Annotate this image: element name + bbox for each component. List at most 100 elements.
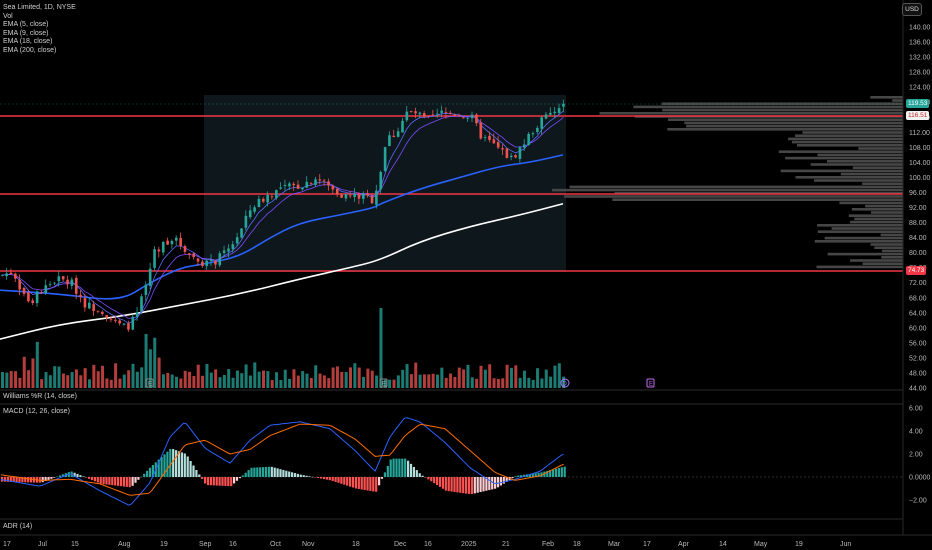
- candle-body: [279, 187, 282, 189]
- candle-body: [227, 248, 230, 252]
- macd-bar: [221, 477, 224, 486]
- candle-body: [44, 285, 48, 293]
- volume-bar: [262, 370, 265, 388]
- candle-body: [370, 195, 374, 204]
- earnings-marker-2[interactable]: E: [379, 378, 388, 388]
- candle-body: [231, 244, 235, 250]
- macd-tick: 6.00: [909, 406, 923, 413]
- macd-bar: [293, 473, 297, 477]
- symbol-title[interactable]: Sea Limited, 1D, NYSE: [3, 4, 76, 11]
- volume-profile-row: [686, 124, 903, 128]
- volume-bar: [449, 373, 453, 388]
- macd-bar: [305, 475, 308, 477]
- volume-bar: [322, 375, 326, 388]
- williams-pane-title[interactable]: Williams %R (14, close): [3, 393, 77, 400]
- volume-bar: [505, 364, 509, 388]
- price-tick: 140.00: [909, 25, 931, 32]
- candle-body: [479, 122, 483, 139]
- macd-bar: [137, 477, 140, 480]
- candle-body: [462, 117, 465, 119]
- price-tick: 80.00: [909, 250, 927, 257]
- volume-bar: [453, 376, 457, 388]
- selection-box: [204, 95, 566, 272]
- macd-bar: [3, 477, 7, 482]
- macd-bar: [227, 477, 230, 487]
- macd-bar: [328, 477, 331, 481]
- candle-body: [392, 135, 396, 138]
- macd-bar: [177, 451, 181, 477]
- volume-profile: [552, 96, 903, 269]
- level-high-badge: 116.51: [906, 111, 930, 120]
- volume-bar: [31, 358, 35, 388]
- volume-bar: [492, 378, 496, 388]
- volume-bar: [523, 370, 526, 388]
- candle-body: [183, 246, 187, 252]
- price-tick: 44.00: [909, 386, 927, 393]
- time-tick: Aug: [118, 541, 131, 548]
- price-tick: 136.00: [909, 40, 931, 47]
- candle-body: [253, 207, 256, 212]
- legend-ema5[interactable]: EMA (5, close): [3, 21, 49, 28]
- time-axis[interactable]: 17 Jul 15 Aug 19 Sep 16 Oct Nov 18 Dec 16 2025 21 Feb 1…: [3, 541, 851, 548]
- macd-bar: [409, 463, 413, 477]
- candle-body: [105, 315, 108, 318]
- volume-bar: [66, 375, 70, 388]
- candle-body: [531, 133, 535, 135]
- macd-bar: [253, 467, 256, 477]
- time-tick: Apr: [678, 541, 690, 548]
- time-tick: 19: [795, 541, 803, 548]
- currency-button[interactable]: USD: [902, 3, 922, 16]
- candle-body: [244, 215, 248, 228]
- earnings-marker-upcoming[interactable]: E: [646, 378, 655, 388]
- volume-bar: [488, 364, 492, 388]
- adr-pane-title[interactable]: ADR (14): [3, 523, 33, 530]
- legend-ema18[interactable]: EMA (18, close): [3, 38, 53, 45]
- legend-ema200[interactable]: EMA (200, close): [3, 46, 57, 54]
- legend-vol[interactable]: Vol: [3, 12, 13, 20]
- dividend-marker[interactable]: D: [560, 378, 570, 388]
- volume-profile-row: [780, 169, 903, 173]
- volume-bar: [318, 373, 322, 388]
- time-tick: 21: [502, 541, 510, 548]
- time-tick: Jun: [840, 541, 851, 548]
- price-tick: 96.00: [909, 190, 927, 197]
- macd-bar: [93, 477, 96, 482]
- candle-body: [514, 155, 517, 158]
- candlesticks: [1, 99, 565, 332]
- volume-profile-row: [824, 236, 903, 240]
- macd-bar: [322, 477, 326, 480]
- macd-bar: [186, 456, 189, 477]
- candle-body: [79, 294, 82, 297]
- volume-profile-row: [661, 102, 903, 105]
- price-tick: 84.00: [909, 235, 927, 242]
- macd-bar: [476, 477, 479, 493]
- volume-bar: [148, 349, 152, 388]
- earnings-marker[interactable]: E: [145, 378, 154, 388]
- macd-pane-title[interactable]: MACD (12, 26, close): [3, 408, 70, 415]
- volume-bar: [414, 362, 418, 388]
- volume-bar: [444, 377, 448, 388]
- volume-bar: [14, 371, 18, 388]
- candle-body: [118, 320, 122, 324]
- price-axis[interactable]: 140.00136.00132.00128.00124.00120.00116.…: [909, 25, 931, 393]
- time-tick: 17: [643, 541, 651, 548]
- macd-bar: [111, 477, 114, 486]
- legend-ema9[interactable]: EMA (9, close): [3, 29, 49, 37]
- price-tick: 104.00: [909, 160, 931, 167]
- macd-bar: [354, 477, 357, 489]
- macd-bar: [256, 467, 259, 477]
- macd-axis[interactable]: 6.00 4.00 2.00 0.0000 −2.00: [909, 406, 931, 505]
- macd-bar: [517, 475, 520, 477]
- macd-bar: [320, 477, 323, 479]
- candle-body: [309, 182, 313, 184]
- macd-bar: [73, 472, 76, 477]
- time-tick: 15: [71, 541, 79, 548]
- volume-bar: [118, 378, 122, 388]
- candle-body: [431, 114, 435, 116]
- volume-profile-row: [850, 220, 903, 224]
- volume-profile-row: [612, 198, 903, 201]
- macd-bar: [235, 477, 239, 481]
- time-tick: Jul: [38, 541, 47, 548]
- time-tick: 18: [352, 541, 360, 548]
